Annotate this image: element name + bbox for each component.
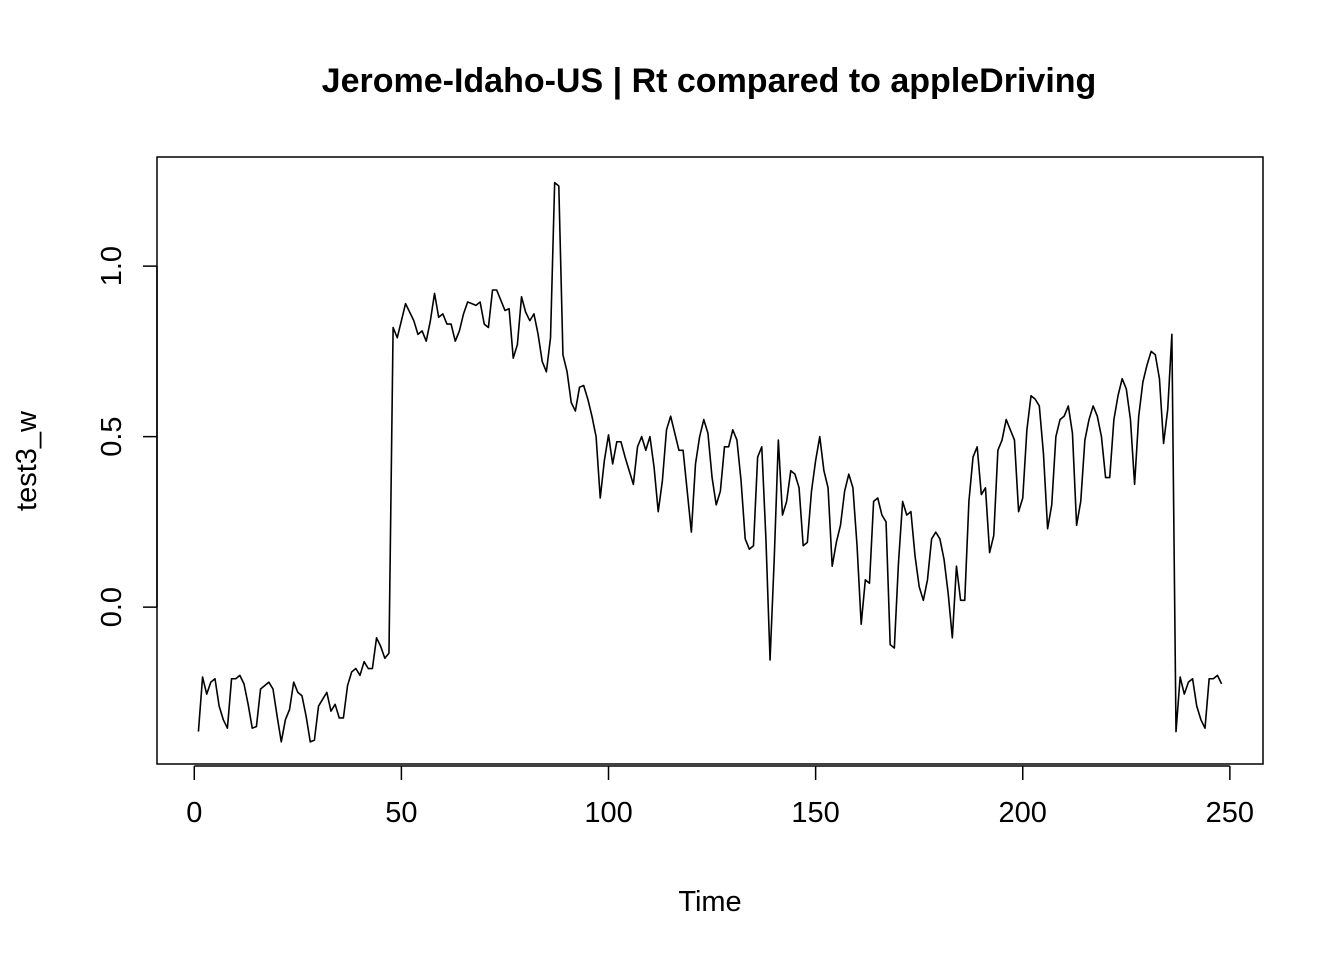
x-tick-label: 250 (1206, 797, 1254, 829)
y-tick-label: 0.5 (96, 416, 128, 456)
x-tick-label: 200 (999, 797, 1047, 829)
series-line (197, 181, 1223, 743)
y-axis: 0.0 0.5 1.0 (96, 246, 158, 627)
y-tick-label: 1.0 (96, 246, 128, 286)
x-tick-label: 100 (584, 797, 632, 829)
chart-title: Jerome-Idaho-US | Rt compared to appleDr… (322, 62, 1097, 100)
x-tick-label: 150 (791, 797, 839, 829)
x-tick-label: 50 (385, 797, 417, 829)
x-tick-label: 0 (186, 797, 202, 829)
y-tick-label: 0.0 (96, 587, 128, 627)
x-axis-label: Time (678, 886, 741, 918)
y-axis-label: test3_w (11, 410, 43, 511)
x-axis: 0 50 100 150 200 250 (186, 765, 1254, 829)
